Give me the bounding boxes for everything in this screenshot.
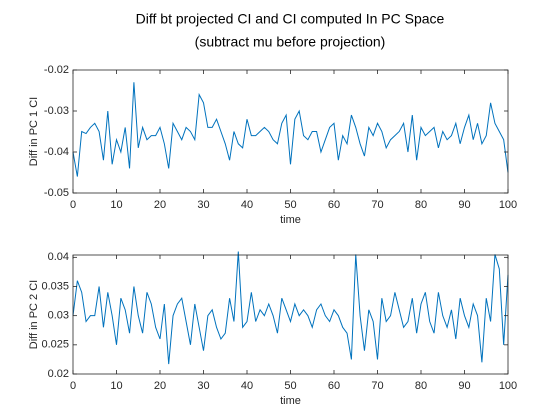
x-tick-label: 40: [241, 199, 253, 211]
x-tick-label: 30: [197, 380, 209, 392]
x-tick-label: 50: [284, 199, 296, 211]
x-tick-label: 100: [499, 380, 517, 392]
x-tick-label: 60: [328, 199, 340, 211]
y-tick-label: 0.02: [48, 368, 69, 380]
y-tick-label: 0.035: [41, 280, 69, 292]
x-tick-label: 90: [458, 199, 470, 211]
x-tick-label: 10: [110, 199, 122, 211]
x-tick-label: 20: [154, 199, 166, 211]
x-tick-label: 90: [458, 380, 470, 392]
x-tick-label: 40: [241, 380, 253, 392]
axes-background: [73, 70, 508, 193]
x-tick-label: 30: [197, 199, 209, 211]
y-tick-label: 0.04: [48, 251, 69, 263]
x-tick-label: 70: [371, 199, 383, 211]
y-tick-label: -0.05: [44, 187, 69, 199]
axes-background: [73, 255, 508, 374]
y-tick-label: -0.02: [44, 64, 69, 76]
y-axis-label: Diff in PC 2 CI: [28, 280, 40, 350]
y-axis-label: Diff in PC 1 CI: [28, 97, 40, 167]
x-tick-label: 80: [415, 380, 427, 392]
data-line: [72, 82, 509, 177]
x-tick-label: 70: [371, 380, 383, 392]
title-line: Diff bt projected CI and CI computed In …: [136, 11, 445, 27]
x-tick-label: 50: [284, 380, 296, 392]
x-tick-label: 100: [499, 199, 517, 211]
x-tick-label: 0: [70, 199, 76, 211]
x-axis-label: time: [280, 214, 301, 226]
y-tick-label: 0.03: [48, 310, 69, 322]
y-tick-label: 0.025: [41, 339, 69, 351]
x-tick-label: 60: [328, 380, 340, 392]
x-tick-label: 10: [110, 380, 122, 392]
data-line: [72, 251, 509, 365]
y-tick-label: -0.04: [44, 146, 69, 158]
x-tick-label: 80: [415, 199, 427, 211]
title-line: (subtract mu before projection): [195, 34, 386, 50]
x-tick-label: 20: [154, 380, 166, 392]
x-tick-label: 0: [70, 380, 76, 392]
x-axis-label: time: [280, 395, 301, 407]
y-tick-label: -0.03: [44, 105, 69, 117]
